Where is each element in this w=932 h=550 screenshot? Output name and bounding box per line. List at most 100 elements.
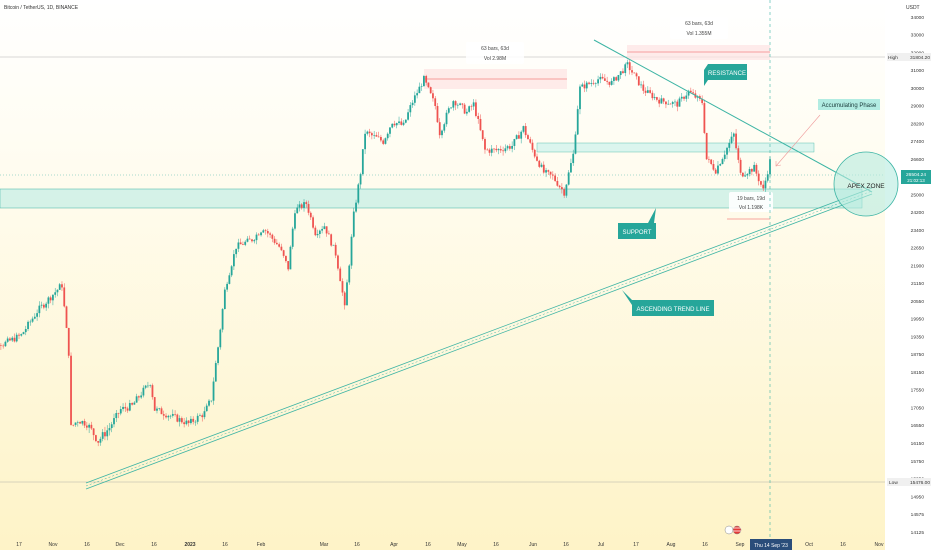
candle bbox=[85, 425, 88, 428]
candle bbox=[328, 233, 330, 235]
x-tick-label: Nov bbox=[875, 542, 884, 548]
candle bbox=[497, 149, 500, 151]
candle bbox=[592, 82, 595, 84]
candle bbox=[364, 133, 366, 150]
candle bbox=[210, 400, 213, 402]
candle bbox=[504, 148, 507, 152]
candle bbox=[321, 228, 324, 231]
candle bbox=[508, 146, 511, 149]
candle bbox=[58, 284, 61, 290]
candle bbox=[271, 234, 274, 239]
x-tick-label: 2023 bbox=[184, 542, 195, 548]
candle bbox=[603, 78, 606, 81]
x-tick-label: Sep bbox=[736, 542, 745, 548]
high-label: High bbox=[888, 55, 898, 61]
accumulating-phase-callout: Accumulating Phase bbox=[775, 99, 880, 167]
last-price-tag bbox=[901, 170, 931, 184]
candle bbox=[352, 211, 355, 237]
candle bbox=[169, 415, 172, 417]
candle bbox=[583, 84, 586, 89]
candle bbox=[567, 172, 570, 185]
candle bbox=[529, 139, 532, 143]
candle bbox=[579, 86, 581, 110]
event-icons[interactable] bbox=[724, 525, 742, 535]
y-tick-label: 17550 bbox=[911, 388, 925, 394]
candle bbox=[260, 232, 262, 236]
candle bbox=[266, 231, 269, 234]
candle bbox=[594, 83, 597, 84]
candle bbox=[20, 334, 23, 336]
candle bbox=[72, 424, 75, 426]
candle bbox=[147, 385, 149, 387]
candle bbox=[721, 159, 724, 165]
candle bbox=[540, 164, 543, 167]
y-tick-label: 24200 bbox=[911, 210, 925, 216]
candle bbox=[76, 422, 79, 423]
x-tick-label: 16 bbox=[425, 542, 431, 548]
candle bbox=[83, 421, 86, 426]
candle bbox=[411, 102, 414, 106]
candle bbox=[495, 148, 498, 151]
crosshair-date: Thu 14 Sep '23 bbox=[754, 543, 788, 549]
candle bbox=[547, 170, 550, 172]
candle bbox=[484, 139, 486, 150]
price-axis-panel bbox=[885, 0, 932, 550]
y-tick-label: 19950 bbox=[911, 317, 925, 323]
candle bbox=[309, 212, 312, 218]
candle bbox=[377, 136, 380, 138]
candle bbox=[214, 363, 217, 382]
y-tick-label: 18150 bbox=[911, 370, 925, 376]
candle bbox=[337, 255, 339, 269]
candle bbox=[751, 169, 753, 172]
candle bbox=[610, 80, 613, 85]
candle bbox=[298, 204, 301, 208]
candle bbox=[137, 396, 140, 398]
candle bbox=[226, 283, 229, 290]
candle bbox=[542, 164, 545, 173]
x-tick-label: 16 bbox=[222, 542, 228, 548]
candle bbox=[502, 150, 504, 152]
candle bbox=[289, 246, 292, 270]
candle bbox=[187, 420, 190, 424]
y-tick-label: 26600 bbox=[911, 157, 925, 163]
candle bbox=[97, 441, 100, 443]
candle bbox=[404, 119, 407, 123]
event-icon[interactable] bbox=[724, 525, 734, 535]
candle bbox=[70, 355, 72, 425]
candle bbox=[425, 76, 428, 83]
y-tick-label: 27400 bbox=[911, 139, 925, 145]
candle bbox=[717, 165, 719, 174]
candle bbox=[450, 107, 452, 109]
candle bbox=[255, 234, 258, 241]
candle bbox=[90, 424, 93, 429]
candle bbox=[726, 147, 728, 155]
support-callout: SUPPORT bbox=[618, 208, 656, 239]
candle bbox=[242, 244, 244, 245]
candle bbox=[149, 385, 152, 386]
y-tick-label: 31000 bbox=[911, 68, 925, 74]
x-tick-label: Dec bbox=[116, 542, 125, 548]
flag-icon[interactable] bbox=[732, 525, 742, 535]
candle bbox=[153, 397, 156, 411]
candle bbox=[4, 341, 7, 347]
candle bbox=[511, 145, 514, 149]
y-tick-label: 20550 bbox=[911, 299, 925, 305]
candle bbox=[359, 174, 362, 185]
candle bbox=[443, 124, 446, 131]
candle bbox=[393, 123, 396, 126]
candle bbox=[230, 266, 233, 276]
candle bbox=[515, 135, 518, 140]
x-tick-label: Jun bbox=[529, 542, 537, 548]
candle bbox=[318, 230, 321, 234]
last-price-countdown: 21:02:13 bbox=[907, 178, 925, 183]
candle bbox=[221, 309, 224, 330]
candle bbox=[531, 142, 534, 150]
candle bbox=[465, 111, 468, 114]
x-tick-label: Apr bbox=[390, 542, 398, 548]
candle bbox=[67, 327, 70, 356]
y-tick-label: 16150 bbox=[911, 441, 925, 447]
candle bbox=[423, 76, 425, 87]
candle bbox=[506, 146, 509, 149]
candle bbox=[585, 82, 588, 89]
